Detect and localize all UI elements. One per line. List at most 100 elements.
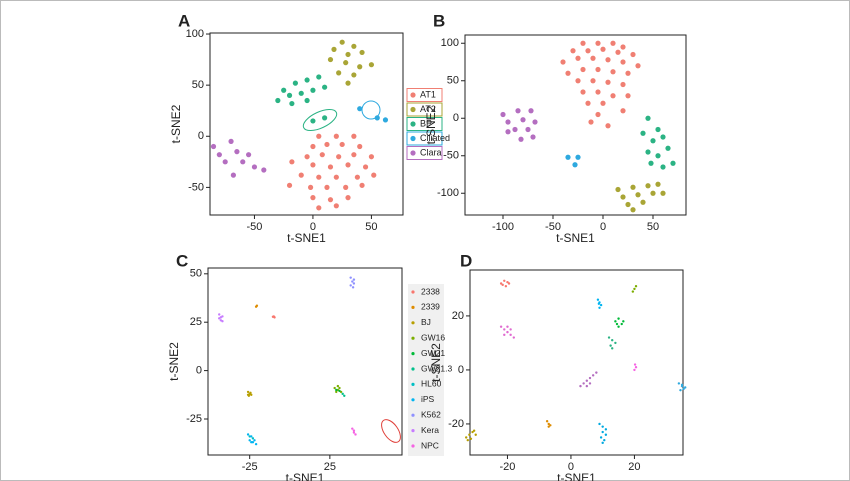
point (604, 428, 608, 431)
point (620, 322, 623, 326)
point (600, 46, 606, 52)
y-tick-label: 20 (452, 310, 464, 322)
point (620, 59, 626, 65)
point (595, 111, 601, 118)
point (351, 152, 357, 158)
point (382, 117, 389, 123)
point (597, 302, 601, 305)
legend-label: K562 (421, 409, 441, 419)
point (345, 51, 351, 58)
point (359, 182, 365, 188)
point (341, 392, 344, 396)
x-axis-title: t-SNE1 (287, 231, 326, 245)
point (504, 285, 508, 288)
x-tick-label: 20 (628, 461, 640, 473)
point (595, 371, 598, 374)
point (316, 205, 322, 211)
point (351, 133, 357, 139)
point (679, 388, 682, 392)
y-tick-label: -20 (448, 418, 464, 430)
point (310, 118, 316, 124)
plot-frame (464, 34, 687, 216)
point (336, 384, 340, 388)
y-tick-label: -50 (188, 181, 204, 193)
y-axis-title: t-SNE2 (424, 105, 438, 144)
point (588, 382, 592, 385)
point (503, 328, 506, 331)
point (579, 384, 582, 388)
point (307, 184, 314, 190)
y-tick-label: 0 (196, 365, 202, 377)
point (331, 46, 337, 52)
point (501, 283, 504, 287)
point (505, 119, 511, 125)
x-tick-label: 50 (365, 221, 377, 233)
point (316, 174, 322, 180)
point (512, 126, 518, 133)
point (515, 108, 521, 114)
y-tick-label: 0 (453, 112, 459, 124)
point (359, 49, 365, 56)
point (338, 389, 341, 393)
point (250, 393, 253, 396)
point (645, 149, 651, 155)
point (611, 347, 614, 350)
point (570, 48, 576, 54)
legend-label: BJ (421, 317, 431, 327)
point (599, 436, 603, 439)
point (598, 306, 601, 310)
point (322, 84, 328, 90)
point (509, 328, 512, 331)
point (625, 93, 631, 99)
point (349, 276, 352, 279)
legend-marker (411, 382, 415, 386)
point (339, 141, 345, 148)
point (352, 278, 356, 281)
point (333, 133, 339, 139)
legend-marker (411, 429, 415, 433)
point (660, 190, 666, 196)
point (336, 70, 342, 76)
point (530, 134, 536, 140)
x-tick-label: -50 (545, 221, 561, 233)
point (500, 111, 506, 118)
point (532, 119, 538, 125)
point (630, 184, 636, 190)
legend-marker (410, 106, 416, 113)
point (345, 80, 351, 86)
point (324, 141, 330, 148)
point (635, 63, 641, 69)
point (633, 363, 637, 366)
point (343, 184, 349, 190)
x-tick-label: 50 (647, 221, 659, 233)
legend-label: 2338 (421, 286, 440, 296)
point (547, 425, 550, 428)
legend-label: Ciliated (420, 133, 450, 143)
point (499, 282, 503, 285)
point (316, 133, 322, 139)
point (357, 106, 363, 112)
point (590, 78, 596, 84)
point (601, 425, 604, 428)
point (620, 44, 626, 50)
point (351, 286, 355, 289)
point (319, 152, 325, 158)
legend-label: Kera (421, 425, 439, 435)
point (625, 70, 631, 76)
x-tick-label: 0 (600, 221, 606, 233)
legend-marker (411, 321, 415, 325)
point (565, 154, 571, 160)
legend-marker (411, 352, 415, 356)
point (310, 195, 316, 201)
legend-label: AT1 (420, 89, 436, 99)
point (357, 64, 363, 70)
point (324, 184, 330, 190)
point (335, 388, 338, 392)
y-axis-title: t-SNE2 (429, 343, 443, 382)
point (600, 100, 606, 106)
point (304, 154, 310, 160)
legend-box (406, 146, 443, 160)
point (655, 126, 661, 133)
point (286, 92, 293, 98)
